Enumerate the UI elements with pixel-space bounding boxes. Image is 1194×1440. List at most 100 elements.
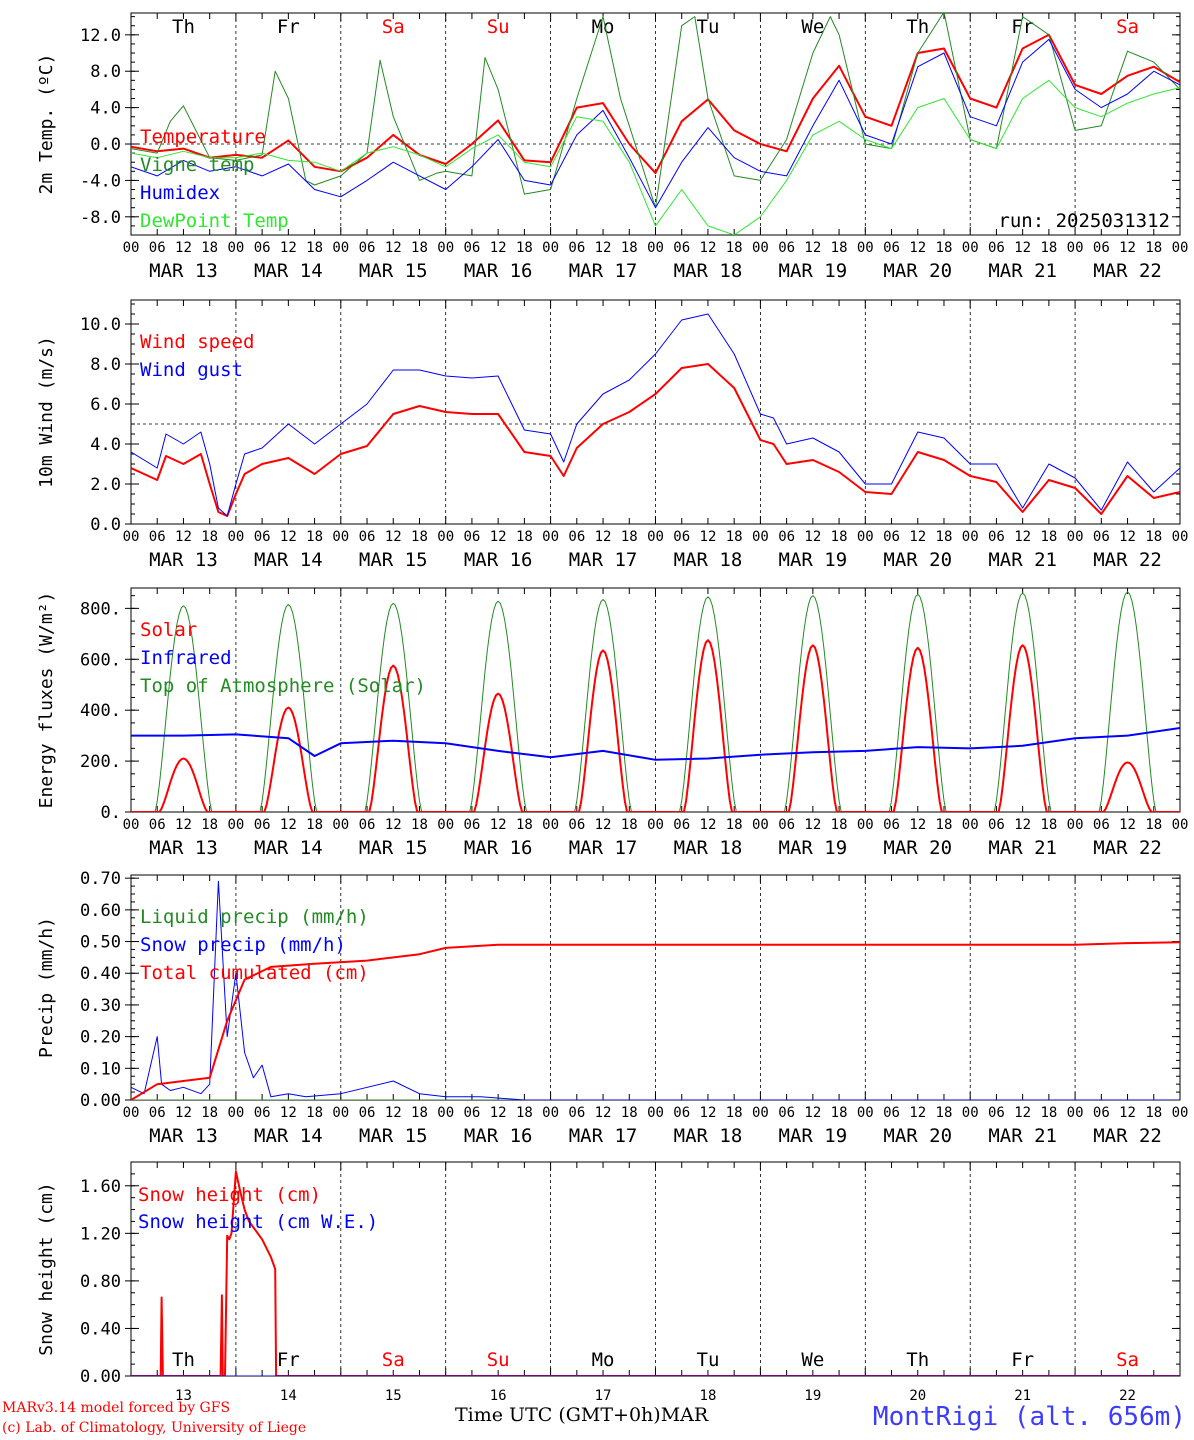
panel-1: 12.0 8.0 4.0 0.0 -4.0 -8.0 2m Temp. (ºC) 00 06 12… — [36, 12, 1188, 282]
y-tick-label: 12.0 — [80, 26, 121, 46]
x-tick-label: 12 — [280, 817, 297, 833]
legend-entry: Snow height (cm W.E.) — [138, 1211, 378, 1233]
panel-5: 0.00 0.40 0.80 1.20 1.60 Snow height (cm) 13 14… — [36, 1161, 1181, 1404]
x-tick-label: 06 — [463, 529, 480, 545]
x-tick-label: 12 — [1119, 240, 1136, 256]
x-tick-label: 06 — [568, 817, 585, 833]
x-tick-label: 06 — [359, 529, 376, 545]
x-tick-label: 18 — [411, 817, 428, 833]
x-tick-label: 18 — [1145, 817, 1162, 833]
date-label: 20 — [909, 1388, 926, 1404]
y-tick-label: 0.40 — [80, 964, 121, 984]
y-tick-label: 4.0 — [90, 435, 121, 455]
x-tick-label: 18 — [1145, 1105, 1162, 1121]
y-tick-label: -4.0 — [80, 171, 121, 191]
date-label: MAR 15 — [359, 1125, 428, 1147]
y-tick-label: 0.00 — [80, 1091, 121, 1111]
series-humidex — [131, 38, 1180, 209]
y-tick-label: 0.10 — [80, 1059, 121, 1079]
x-tick-label: 12 — [1119, 817, 1136, 833]
x-tick-label: 06 — [568, 240, 585, 256]
x-tick-label: 00 — [332, 240, 349, 256]
x-tick-label: 06 — [254, 817, 271, 833]
y-axis-label: 10m Wind (m/s) — [36, 336, 57, 488]
date-label: MAR 18 — [674, 260, 743, 282]
plot-frame — [130, 587, 1181, 813]
x-tick-label: 18 — [516, 1105, 533, 1121]
x-tick-label: 00 — [542, 529, 559, 545]
date-label: MAR 22 — [1093, 260, 1162, 282]
x-tick-label: 00 — [123, 1105, 140, 1121]
plot-area — [131, 1170, 1180, 1376]
x-tick-label: 06 — [359, 1105, 376, 1121]
legend-entry: Total cumulated (cm) — [140, 962, 369, 984]
x-tick-label: 12 — [280, 1105, 297, 1121]
x-tick-label: 00 — [332, 817, 349, 833]
date-label: MAR 17 — [569, 260, 638, 282]
x-tick-label: 12 — [909, 529, 926, 545]
x-tick-label: 12 — [385, 817, 402, 833]
plot-area — [131, 13, 1180, 235]
x-tick-label: 00 — [437, 240, 454, 256]
x-tick-label: 06 — [778, 817, 795, 833]
x-tick-label: 06 — [568, 1105, 585, 1121]
x-tick-label: 12 — [909, 240, 926, 256]
x-tick-label: 18 — [936, 529, 953, 545]
series-dewpoint-temp — [131, 79, 1180, 235]
plot-frame — [130, 299, 1181, 525]
day-name: Sa — [382, 1349, 405, 1371]
x-tick-label: 18 — [1145, 529, 1162, 545]
x-tick-label: 18 — [306, 817, 323, 833]
x-tick-label: 12 — [490, 529, 507, 545]
date-label: MAR 15 — [359, 260, 428, 282]
day-name: Tu — [697, 16, 720, 38]
x-tick-label: 00 — [647, 1105, 664, 1121]
plot-area — [131, 313, 1180, 517]
date-label: 13 — [175, 1388, 192, 1404]
x-tick-label: 12 — [175, 817, 192, 833]
y-tick-label: 0.70 — [80, 869, 121, 889]
run-label: run: 2025031312 — [998, 210, 1170, 232]
x-tick-label: 06 — [673, 817, 690, 833]
date-label: MAR 15 — [359, 549, 428, 571]
day-name: Th — [172, 16, 195, 38]
x-tick-label: 06 — [254, 529, 271, 545]
day-name: Th — [906, 1349, 929, 1371]
y-tick-label: 0.0 — [90, 135, 121, 155]
date-label: MAR 17 — [569, 549, 638, 571]
x-tick-label: 18 — [831, 817, 848, 833]
x-tick-label: 00 — [1172, 817, 1189, 833]
x-tick-label: 18 — [936, 240, 953, 256]
x-tick-label: 06 — [149, 1105, 166, 1121]
x-tick-label: 00 — [1067, 817, 1084, 833]
x-tick-label: 06 — [463, 240, 480, 256]
time-axis-title: Time UTC (GMT+0h)MAR — [455, 1404, 709, 1426]
y-tick-label: 0.0 — [90, 515, 121, 535]
date-label: MAR 21 — [988, 260, 1057, 282]
day-name: Fr — [1011, 16, 1034, 38]
x-tick-label: 00 — [857, 240, 874, 256]
x-tick-label: 12 — [490, 817, 507, 833]
y-tick-label: 8.0 — [90, 355, 121, 375]
y-tick-label: 200. — [80, 752, 121, 772]
x-tick-label: 12 — [175, 529, 192, 545]
x-tick-label: 06 — [778, 529, 795, 545]
x-tick-label: 00 — [962, 529, 979, 545]
x-tick-label: 12 — [1119, 1105, 1136, 1121]
x-tick-label: 06 — [673, 1105, 690, 1121]
x-tick-label: 06 — [778, 1105, 795, 1121]
x-tick-label: 18 — [201, 529, 218, 545]
day-name: Fr — [277, 16, 300, 38]
date-label: MAR 22 — [1093, 549, 1162, 571]
date-label: 16 — [490, 1388, 507, 1404]
x-tick-label: 18 — [831, 529, 848, 545]
x-tick-label: 12 — [909, 817, 926, 833]
x-tick-label: 18 — [306, 1105, 323, 1121]
x-tick-label: 12 — [1014, 240, 1031, 256]
date-label: MAR 22 — [1093, 1125, 1162, 1147]
y-tick-label: -8.0 — [80, 208, 121, 228]
x-tick-label: 06 — [1093, 1105, 1110, 1121]
date-label: MAR 13 — [149, 837, 218, 859]
x-tick-label: 12 — [385, 1105, 402, 1121]
x-tick-label: 18 — [831, 240, 848, 256]
